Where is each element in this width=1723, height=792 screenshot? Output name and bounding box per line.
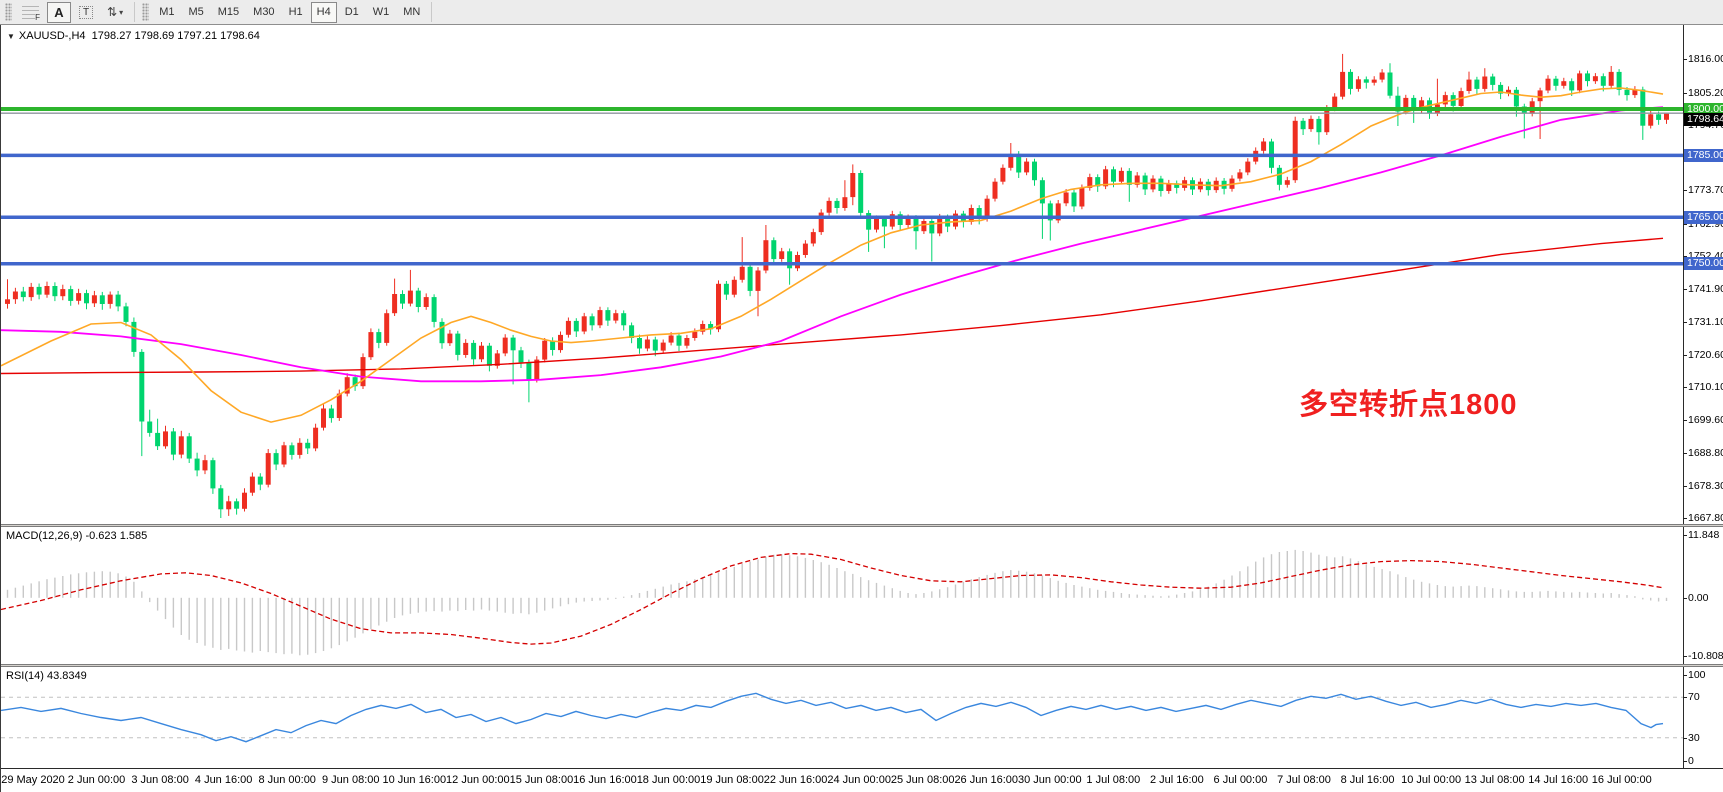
date-label: 15 Jun 08:00 [509,774,574,786]
date-label: 3 Jun 08:00 [131,774,189,786]
price-badge: 1785.00 [1684,148,1723,162]
axis-tick: 1688.80 [1683,447,1723,459]
rsi-label: RSI(14) 43.8349 [6,670,87,682]
panel-separator[interactable] [1,524,1723,527]
date-label: 8 Jun 00:00 [258,774,316,786]
axis-tick: 1699.60 [1683,414,1723,426]
date-label: 16 Jul 00:00 [1591,774,1652,786]
axis-tick: 1816.00 [1683,53,1723,65]
date-label: 18 Jun 00:00 [636,774,701,786]
date-label: 30 Jun 00:00 [1017,774,1082,786]
date-label: 29 May 2020 [1,774,65,786]
axis-tick: 1667.80 [1683,512,1723,524]
axis-tick: 1678.30 [1683,480,1723,492]
rsi-axis: 100 70 30 0 [1683,667,1723,768]
axis-border-macd [1683,527,1684,664]
timeframe-button-m1[interactable]: M1 [153,2,180,23]
toolbar-grip-2[interactable] [142,3,150,21]
macd-axis: 11.848 0.00 -10.808 [1683,527,1723,664]
toolbar-separator [134,2,136,22]
date-label: 13 Jul 08:00 [1464,774,1525,786]
axis-border-rsi [1683,667,1684,768]
timeframe-button-m15[interactable]: M15 [212,2,245,23]
axis-tick: 1731.10 [1683,316,1723,328]
timeframe-button-m30[interactable]: M30 [247,2,280,23]
axis-tick: -10.808 [1683,650,1723,662]
date-label: 2 Jul 16:00 [1149,774,1204,786]
date-label: 12 Jun 00:00 [446,774,510,786]
symbol-label: XAUUSD-,H4 [18,30,86,42]
date-label: 26 Jun 16:00 [954,774,1019,786]
chevron-down-icon: ▾ [119,7,124,17]
price-axis[interactable]: 1816.001805.201794.701784.201773.701762.… [1683,25,1723,524]
toolbar-separator-2 [431,2,433,22]
date-label: 14 Jul 16:00 [1528,774,1589,786]
price-panel[interactable]: ▼ XAUUSD-,H4 1798.27 1798.69 1797.21 1798… [1,25,1723,524]
date-label: 8 Jul 16:00 [1340,774,1395,786]
arrows-tool-button[interactable]: ⇅ ▾ [101,2,129,23]
date-label: 4 Jun 16:00 [194,774,253,786]
macd-plot[interactable] [1,527,1684,664]
axis-tick: 1720.60 [1683,349,1723,361]
axis-tick: 1805.20 [1683,87,1723,99]
price-badge: 1798.64 [1684,112,1723,126]
timeframe-button-w1[interactable]: W1 [367,2,396,23]
date-label: 16 Jun 16:00 [573,774,637,786]
date-label: 6 Jul 00:00 [1213,774,1268,786]
macd-panel[interactable]: MACD(12,26,9) -0.623 1.585 11.848 0.00 -10… [1,527,1723,664]
timeframe-group: M1 M5 M15 M30 H1 H4 D1 W1 MN [152,1,427,23]
toolbar-grip[interactable] [5,3,12,21]
panel-separator-2[interactable] [1,664,1723,667]
text-icon: A [54,4,64,20]
date-label: 1 Jul 08:00 [1086,774,1141,786]
ohlc-values: 1798.27 1798.69 1797.21 1798.64 [91,30,260,42]
axis-tick: 1710.10 [1683,381,1723,393]
timeframe-button-d1[interactable]: D1 [339,2,365,23]
axis-tick: 11.848 [1683,529,1719,541]
date-label: 10 Jul 00:00 [1401,774,1462,786]
rsi-panel[interactable]: RSI(14) 43.8349 100 70 30 0 [1,667,1723,768]
axis-tick: 0.00 [1683,592,1708,604]
axis-tick: 1741.90 [1683,283,1723,295]
date-label: 19 Jun 08:00 [700,774,764,786]
candlestick-plot[interactable] [1,25,1684,524]
timeframe-button-h4[interactable]: H4 [310,1,337,23]
date-label: 25 Jun 08:00 [890,774,955,786]
timeframe-button-h1[interactable]: H1 [283,2,309,23]
time-axis[interactable]: 29 May 2020 2 Jun 00:00 3 Jun 08:00 4 Jun 1… [1,768,1723,792]
fibonacci-icon: F [22,5,40,22]
date-label: 7 Jul 08:00 [1277,774,1331,786]
price-badge: 1765.00 [1684,210,1723,224]
axis-border [1683,25,1684,524]
fibonacci-tool-button[interactable]: F [16,2,45,23]
axis-tick: 1773.70 [1683,184,1723,196]
date-label: 24 Jun 00:00 [827,774,891,786]
axis-tick: 70 [1683,691,1700,703]
chart-title: ▼ XAUUSD-,H4 1798.27 1798.69 1797.21 1798… [7,30,260,42]
timeframe-button-mn[interactable]: MN [397,2,426,23]
text-label-icon: T [79,5,94,19]
arrows-icon: ⇅ [107,5,118,19]
text-label-tool-button[interactable]: T [73,2,99,23]
timeframe-button-m5[interactable]: M5 [182,2,209,23]
text-tool-button[interactable]: A [47,1,71,23]
date-label: 10 Jun 16:00 [382,774,447,786]
axis-tick: 100 [1683,669,1706,681]
toolbar: F A T ⇅ ▾ M1 M5 M15 M30 H1 H4 D1 W1 MN [0,0,1723,25]
axis-tick: 0 [1683,755,1694,767]
chart-region: ▼ XAUUSD-,H4 1798.27 1798.69 1797.21 1798… [0,25,1723,792]
price-badge: 1800.00 [1684,102,1723,116]
date-label: 22 Jun 16:00 [763,774,828,786]
macd-label: MACD(12,26,9) -0.623 1.585 [6,530,148,542]
rsi-plot[interactable] [1,667,1684,768]
collapse-triangle-icon[interactable]: ▼ [7,32,15,41]
axis-tick: 30 [1683,732,1700,744]
price-badge: 1750.00 [1684,257,1723,271]
date-label: 2 Jun 00:00 [67,774,126,786]
annotation-text: 多空转折点1800 [1299,389,1518,421]
date-label: 9 Jun 08:00 [322,774,380,786]
